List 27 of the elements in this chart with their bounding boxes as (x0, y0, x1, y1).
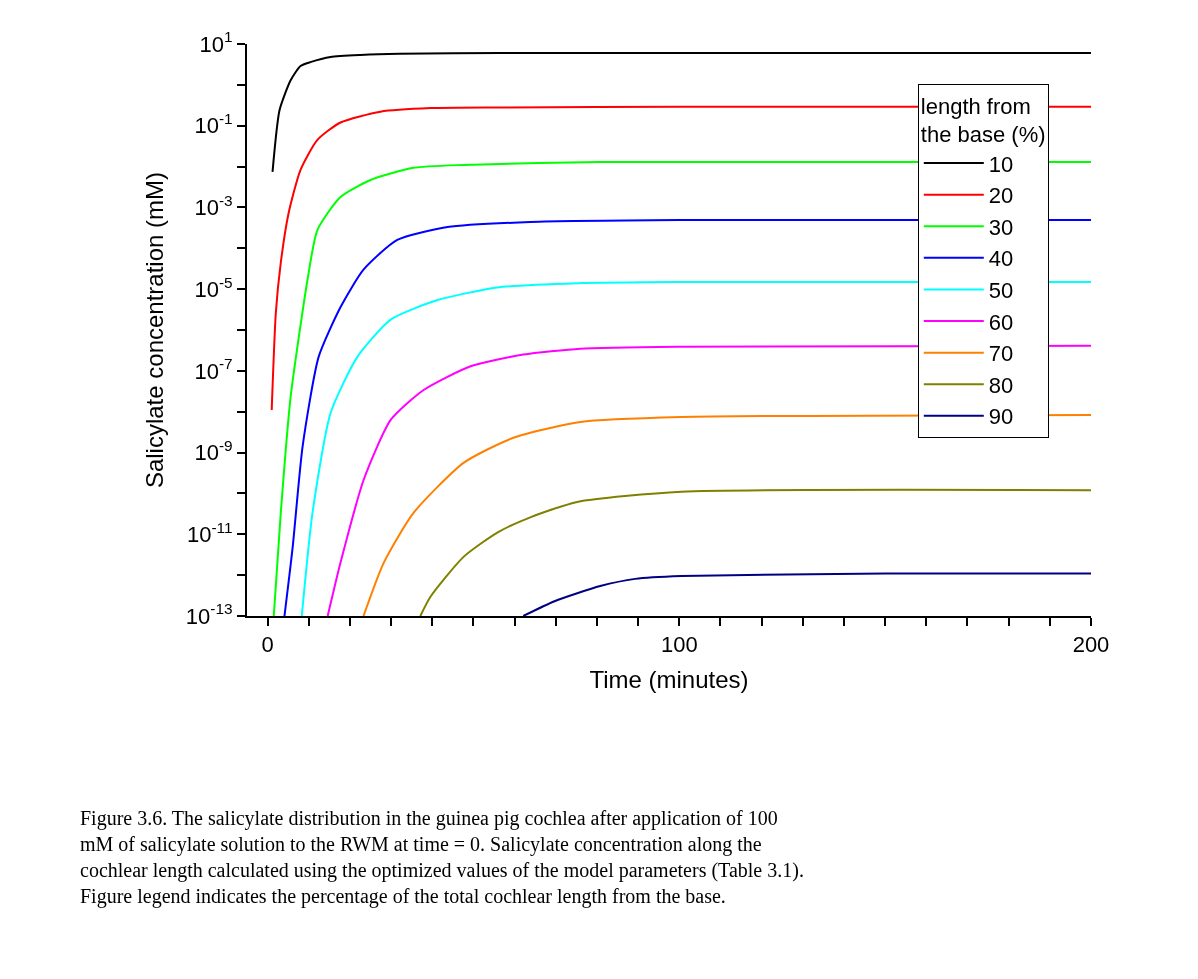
y-tick-label: 10$^{-7}$ (194, 355, 233, 384)
legend-title: length from the base (%) (920, 93, 1046, 148)
x-axis-title: Time (minutes) (589, 666, 749, 694)
legend-label: 80 (988, 372, 1014, 398)
legend-label: 20 (988, 183, 1014, 209)
y-tick-label: 10$^{-13}$ (185, 600, 233, 629)
x-tick-label: 200 (1072, 632, 1110, 658)
y-tick-label: 10$^{1}$ (199, 28, 233, 57)
legend-label: 10 (988, 151, 1014, 177)
legend-label: 60 (988, 309, 1014, 335)
y-tick-label: 10$^{-11}$ (187, 518, 233, 547)
legend-label: 30 (988, 214, 1014, 240)
y-axis-title: Salicylate concentration (mM) (141, 171, 169, 489)
line-series (419, 488, 1091, 616)
legend-label: 40 (988, 246, 1014, 272)
x-tick-label: 100 (660, 632, 698, 658)
x-tick-label: 0 (261, 632, 274, 658)
y-tick-label: 10$^{-3}$ (194, 191, 233, 221)
y-tick-label: 10$^{-1}$ (194, 110, 233, 139)
legend-label: 70 (988, 341, 1014, 367)
y-tick-label: 10$^{-5}$ (194, 273, 233, 302)
caption: Figure 3.6. The salicylate distribution in the guinea pig cochlea after application of 100 mM of salicylate solution to the RWM at time = 0. Salicylate concentration along the cochlear length calculated using the optimized values of the model parameters (Table 3.1). Figure legend indicates the percentage of the total cochlear length from the base. (80, 807, 804, 908)
line-series (522, 572, 1091, 616)
legend-label: 50 (988, 278, 1014, 304)
line-series (271, 52, 1091, 173)
y-tick-label: 10$^{-9}$ (194, 437, 233, 466)
legend-label: 90 (988, 404, 1014, 430)
